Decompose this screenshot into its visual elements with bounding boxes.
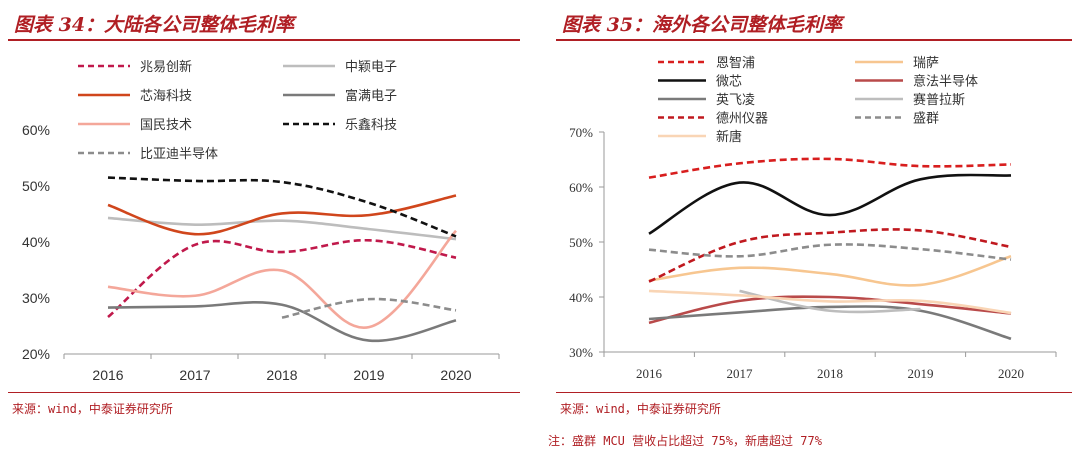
series-1-line [648, 157, 1012, 179]
series-3-legend-label: 微芯 [716, 75, 742, 90]
series-2-line [648, 255, 1012, 287]
note-text: 注：盛群 MCU 营收占比超过 75%，新唐超过 77% [548, 434, 822, 448]
y-tick-label: 50% [569, 235, 593, 250]
title-rule [556, 39, 1072, 41]
series-4-legend-label: 意法半导体 [913, 74, 978, 90]
y-tick-label: 40% [569, 290, 593, 305]
y-tick-label: 50% [22, 178, 50, 194]
chart-title: 图表 35：海外各公司整体毛利率 [562, 14, 843, 36]
series-9-legend-label: 新唐 [716, 129, 742, 145]
x-tick-label: 2018 [266, 367, 297, 383]
source-rule [8, 392, 520, 393]
series-6-line [107, 176, 457, 238]
x-tick-label: 2019 [353, 367, 384, 383]
series-7-line [281, 297, 457, 319]
x-tick-label: 2018 [817, 366, 843, 381]
series-1-legend-label: 恩智浦 [716, 56, 755, 71]
series-7-legend-label: 德州仪器 [716, 112, 768, 127]
y-tick-label: 30% [22, 290, 50, 306]
x-tick-label: 2016 [92, 367, 123, 383]
right-chart-panel: 图表 35：海外各公司整体毛利率 30% 40% 50% 60% 70% 2016 2017… [548, 0, 1080, 455]
chart-34-svg: 20% 30% 40% 50% 60% 2016 2017 2018 2019 2020 兆易创新 中… [22, 59, 500, 383]
series-4-legend-label: 富满电子 [345, 88, 397, 104]
series-5-legend-label: 英飞凌 [716, 93, 755, 108]
x-tick-label: 2017 [179, 367, 210, 383]
source-text: 来源：wind，中泰证券研究所 [12, 402, 173, 416]
series-3-legend-label: 芯海科技 [140, 89, 192, 104]
series-8-line [648, 243, 1012, 261]
series-3-line [648, 173, 1012, 235]
title-rule [8, 39, 520, 41]
chart-title: 图表 34：大陆各公司整体毛利率 [14, 14, 295, 36]
source-text: 来源：wind，中泰证券研究所 [560, 402, 721, 416]
series-1-line [107, 239, 457, 319]
x-tick-label: 2020 [440, 367, 471, 383]
series-9-line [648, 289, 1012, 315]
left-chart-panel: 图表 34：大陆各公司整体毛利率 20% 30% 40% 50% 60% 2016 2017… [0, 0, 528, 455]
series-4-line [648, 295, 1012, 325]
x-tick-label: 2017 [727, 366, 754, 381]
chart-35-svg: 30% 40% 50% 60% 70% 2016 2017 2018 2019 2020 恩智浦 瑞萨… [569, 56, 1057, 381]
series-2-legend-label: 中颖电子 [345, 60, 397, 75]
series-2-line [107, 216, 457, 241]
x-tick-label: 2019 [908, 366, 934, 381]
x-tick-label: 2016 [636, 366, 663, 381]
x-tick-label: 2020 [998, 366, 1024, 381]
y-tick-label: 30% [569, 345, 593, 360]
y-tick-label: 40% [22, 234, 50, 250]
y-tick-label: 20% [22, 346, 50, 362]
series-4-line [107, 300, 457, 343]
series-2-legend-label: 瑞萨 [913, 56, 939, 71]
series-7-line [648, 228, 1012, 283]
series-8-legend-label: 盛群 [913, 112, 939, 127]
y-tick-label: 60% [22, 122, 50, 138]
series-1-legend-label: 兆易创新 [140, 59, 192, 75]
y-tick-label: 60% [569, 180, 593, 195]
series-5-legend-label: 国民技术 [140, 118, 192, 133]
series-3-line [107, 194, 457, 236]
series-6-legend-label: 赛普拉斯 [913, 92, 965, 108]
series-6-legend-label: 乐鑫科技 [345, 117, 397, 133]
y-tick-label: 70% [569, 125, 593, 140]
source-rule [556, 392, 1072, 393]
series-7-legend-label: 比亚迪半导体 [140, 147, 218, 162]
series-5-line [648, 305, 1012, 341]
